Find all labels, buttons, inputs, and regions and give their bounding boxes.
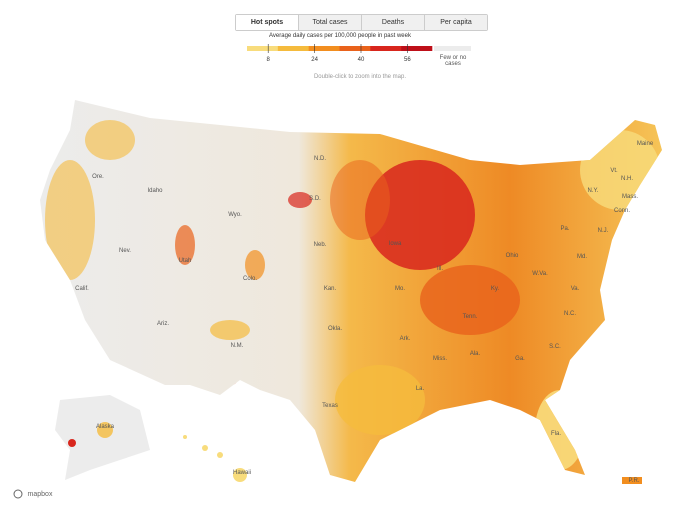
map-label: Alaska [96, 424, 115, 430]
puerto-rico [622, 477, 642, 484]
map-label: N.H. [621, 176, 633, 182]
legend-swatch [308, 46, 340, 51]
legend: 8 24 40 56 [247, 44, 471, 63]
logo-mark [13, 489, 23, 499]
map-label: Kan. [324, 286, 337, 292]
tab-bar: Hot spots Total cases Deaths Per capita [235, 14, 488, 31]
legend-swatch [247, 46, 279, 51]
legend-swatch [401, 46, 433, 51]
tab[interactable]: Deaths [361, 15, 424, 30]
tab[interactable]: Total cases [298, 15, 361, 30]
map-label: Tenn. [463, 314, 478, 320]
map-label: Vt. [610, 168, 618, 174]
legend-swatch [277, 46, 309, 51]
map-label: Mass. [622, 194, 638, 200]
map-label: La. [416, 386, 425, 392]
map-label: Va. [571, 286, 580, 292]
map-label: Ark. [400, 336, 411, 342]
map-label: Neb. [314, 242, 327, 248]
legend-tick-label: 40 [358, 57, 365, 63]
legend-title: Average daily cases per 100,000 people i… [269, 33, 411, 39]
map-label: Ky. [491, 286, 500, 292]
map-label: Iowa [389, 241, 402, 247]
map-label: Ala. [470, 351, 481, 357]
map-label: N.M. [231, 343, 244, 349]
legend-tick-label: 24 [311, 57, 318, 63]
map-label: N.C. [564, 311, 576, 317]
map-label: S.D. [309, 196, 321, 202]
tab[interactable]: Hot spots [236, 15, 298, 30]
map-label: Nev. [119, 248, 131, 254]
map-label: Wyo. [228, 212, 242, 218]
map-label: Idaho [147, 188, 163, 194]
no-data-label: Few or no cases [439, 55, 467, 67]
map-label: Miss. [433, 356, 447, 362]
map-label: Md. [577, 254, 587, 260]
map-label: Fla. [551, 431, 561, 437]
map-label: Ga. [515, 356, 525, 362]
map-label: Pa. [560, 226, 569, 232]
map-label: Conn. [614, 208, 630, 214]
hawaii [183, 435, 247, 482]
legend-swatch [339, 46, 371, 51]
map-label: Okla. [328, 326, 342, 332]
map-label: Hawaii [233, 470, 251, 476]
map-label: Colo. [243, 276, 257, 282]
map-label: Calif. [75, 286, 89, 292]
map-label: Ariz. [157, 321, 169, 327]
map-label: Ill. [437, 266, 443, 272]
legend-tick-label: 8 [267, 57, 271, 63]
map-label: Mo. [395, 286, 405, 292]
hot-spot [97, 422, 113, 438]
legend-tick-label: 56 [404, 57, 411, 63]
map-label: W.Va. [532, 271, 548, 277]
map-label: Maine [637, 141, 654, 147]
map-label: N.J. [598, 228, 609, 234]
attribution: mapbox [28, 491, 53, 498]
map-label: Texas [322, 403, 338, 409]
labels: Ore. Idaho Wyo. Nev. Calif. Utah Colo. Ariz. N… [75, 141, 654, 484]
map-label: Ore. [92, 174, 104, 180]
map-label: P.R. [629, 478, 640, 484]
map-label: Ohio [506, 253, 519, 259]
legend-swatch [370, 46, 402, 51]
map-label: S.C. [549, 344, 561, 350]
map-label: N.D. [314, 156, 326, 162]
map-label: Utah [179, 258, 192, 264]
no-data-swatch [434, 46, 471, 51]
tab[interactable]: Per capita [424, 15, 487, 30]
map-label: N.Y. [588, 188, 599, 194]
hot-spot [68, 439, 76, 447]
hint: Double-click to zoom into the map. [313, 74, 407, 80]
